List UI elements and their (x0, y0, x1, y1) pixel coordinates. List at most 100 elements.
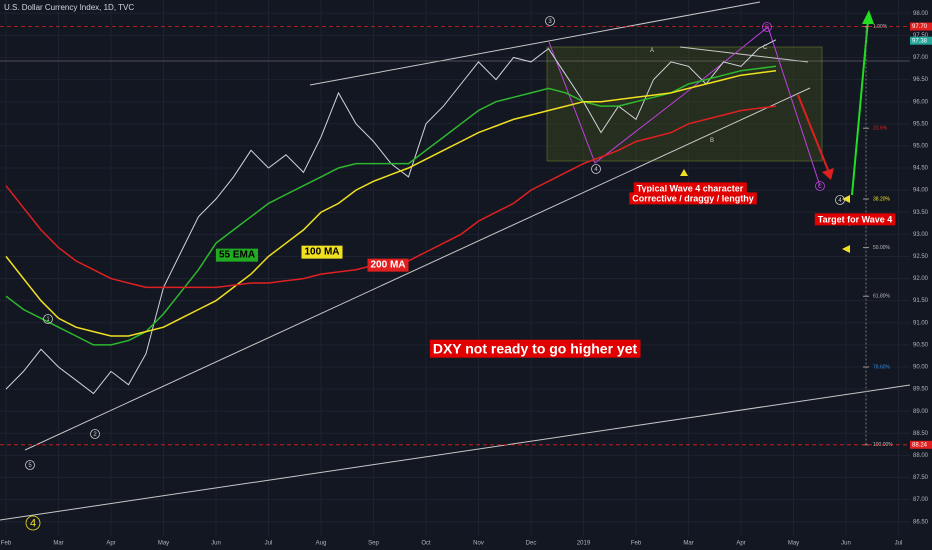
wave-label: 3 (548, 19, 552, 25)
y-tick-label: 95.50 (913, 121, 929, 127)
wave-circle (815, 181, 825, 191)
grid (0, 0, 910, 535)
series-line (5, 65, 777, 346)
x-tick-label: Mar (53, 541, 63, 547)
price-tag-label: 88.24 (912, 442, 928, 448)
y-tick-label: 98.00 (913, 11, 929, 17)
label-text: 100 MA (304, 247, 339, 258)
price-tag-label: 97.70 (912, 24, 928, 30)
y-tick-label: 89.00 (913, 409, 929, 415)
wave-circle (43, 314, 53, 324)
x-tick-label: Dec (526, 541, 537, 547)
wave-label: 2 (93, 432, 97, 438)
fib-label: 61.80% (873, 294, 891, 300)
fib-label: 23.6% (873, 126, 888, 132)
price-tag (910, 440, 932, 449)
y-tick-label: 94.00 (913, 188, 929, 194)
label-text: Corrective / draggy / lengthy (632, 193, 754, 203)
x-tick-label: Aug (316, 541, 327, 547)
y-tick-label: 91.00 (913, 320, 929, 326)
wave-label: C (818, 184, 823, 190)
y-tick-label: 97.50 (913, 33, 929, 39)
y-tick-label: 90.00 (913, 365, 929, 371)
x-tick-label: Feb (631, 541, 642, 547)
x-tick-label: Nov (473, 541, 484, 547)
wave-circle (90, 429, 100, 439)
wave-label: C (763, 45, 768, 51)
x-tick-label: Apr (736, 541, 745, 547)
label-box (633, 182, 747, 195)
label-box (215, 248, 259, 262)
x-tick-label: Mar (683, 541, 693, 547)
label-box (301, 245, 343, 259)
wave-label: 1 (46, 317, 50, 323)
x-tick-label: May (158, 541, 169, 547)
wave-label: 5 (28, 463, 32, 469)
y-tick-label: 88.00 (913, 453, 929, 459)
chart-title: U.S. Dollar Currency Index, 1D, TVC (4, 3, 134, 12)
arrow-head (862, 10, 874, 24)
x-tick-label: Feb (1, 541, 12, 547)
label-box (814, 213, 896, 226)
label-text: 200 MA (370, 260, 405, 271)
wave-circle (545, 16, 555, 26)
wave-label: 4 (30, 517, 36, 529)
x-tick-label: Sep (368, 541, 379, 547)
wave-circle (25, 460, 35, 470)
wave-label: A (650, 48, 654, 54)
y-tick-label: 89.50 (913, 387, 929, 393)
price-tag-label: 97.38 (912, 38, 928, 44)
fib-label: 50.00% (873, 245, 891, 251)
price-tag (910, 36, 932, 45)
y-tick-label: 92.00 (913, 276, 929, 282)
marker-up (680, 169, 688, 176)
arrow-up (851, 19, 869, 196)
y-tick-label: 88.50 (913, 431, 929, 437)
x-tick-label: Oct (421, 541, 431, 547)
label-text: Target for Wave 4 (818, 214, 893, 224)
label-text: 55 EMA (219, 250, 255, 261)
fib-label: 1.00% (873, 24, 888, 30)
label-text: DXY not ready to go higher yet (433, 341, 638, 357)
wave-label: 4 (594, 167, 598, 173)
trend-line (24, 87, 811, 451)
label-box (629, 192, 757, 205)
trend-line (0, 384, 911, 521)
y-tick-label: 92.50 (913, 254, 929, 260)
wave-label: B (710, 138, 714, 144)
series-line (5, 69, 777, 337)
wave-circle (25, 515, 41, 531)
x-tick-label: May (788, 541, 799, 547)
y-tick-label: 93.00 (913, 232, 929, 238)
fib-label: 38.20% (873, 196, 891, 202)
arrow-down (797, 94, 829, 171)
label-box (367, 258, 409, 272)
label-box (429, 339, 641, 358)
x-tick-label: Jun (211, 541, 221, 547)
axis-background (0, 535, 932, 550)
x-tick-label: Jul (895, 541, 903, 547)
wave-circle (762, 22, 772, 32)
arrow-head (822, 168, 834, 180)
y-tick-label: 96.00 (913, 99, 929, 105)
y-tick-label: 91.50 (913, 298, 929, 304)
marker-left (842, 245, 850, 253)
x-tick-label: 2019 (577, 541, 591, 547)
y-tick-label: 87.00 (913, 497, 929, 503)
wave-label: B (765, 25, 769, 31)
x-tick-label: Jun (841, 541, 851, 547)
y-tick-label: 90.50 (913, 342, 929, 348)
y-tick-label: 86.50 (913, 519, 929, 525)
y-tick-label: 87.50 (913, 475, 929, 481)
wave-path (548, 26, 821, 187)
wave-circle (591, 164, 601, 174)
y-tick-label: 95.00 (913, 143, 929, 149)
wave-label: 4 (838, 198, 842, 204)
y-tick-label: 96.50 (913, 77, 929, 83)
plot (5, 39, 777, 395)
y-tick-label: 94.50 (913, 166, 929, 172)
x-tick-label: Jul (265, 541, 273, 547)
y-tick-label: 93.50 (913, 210, 929, 216)
